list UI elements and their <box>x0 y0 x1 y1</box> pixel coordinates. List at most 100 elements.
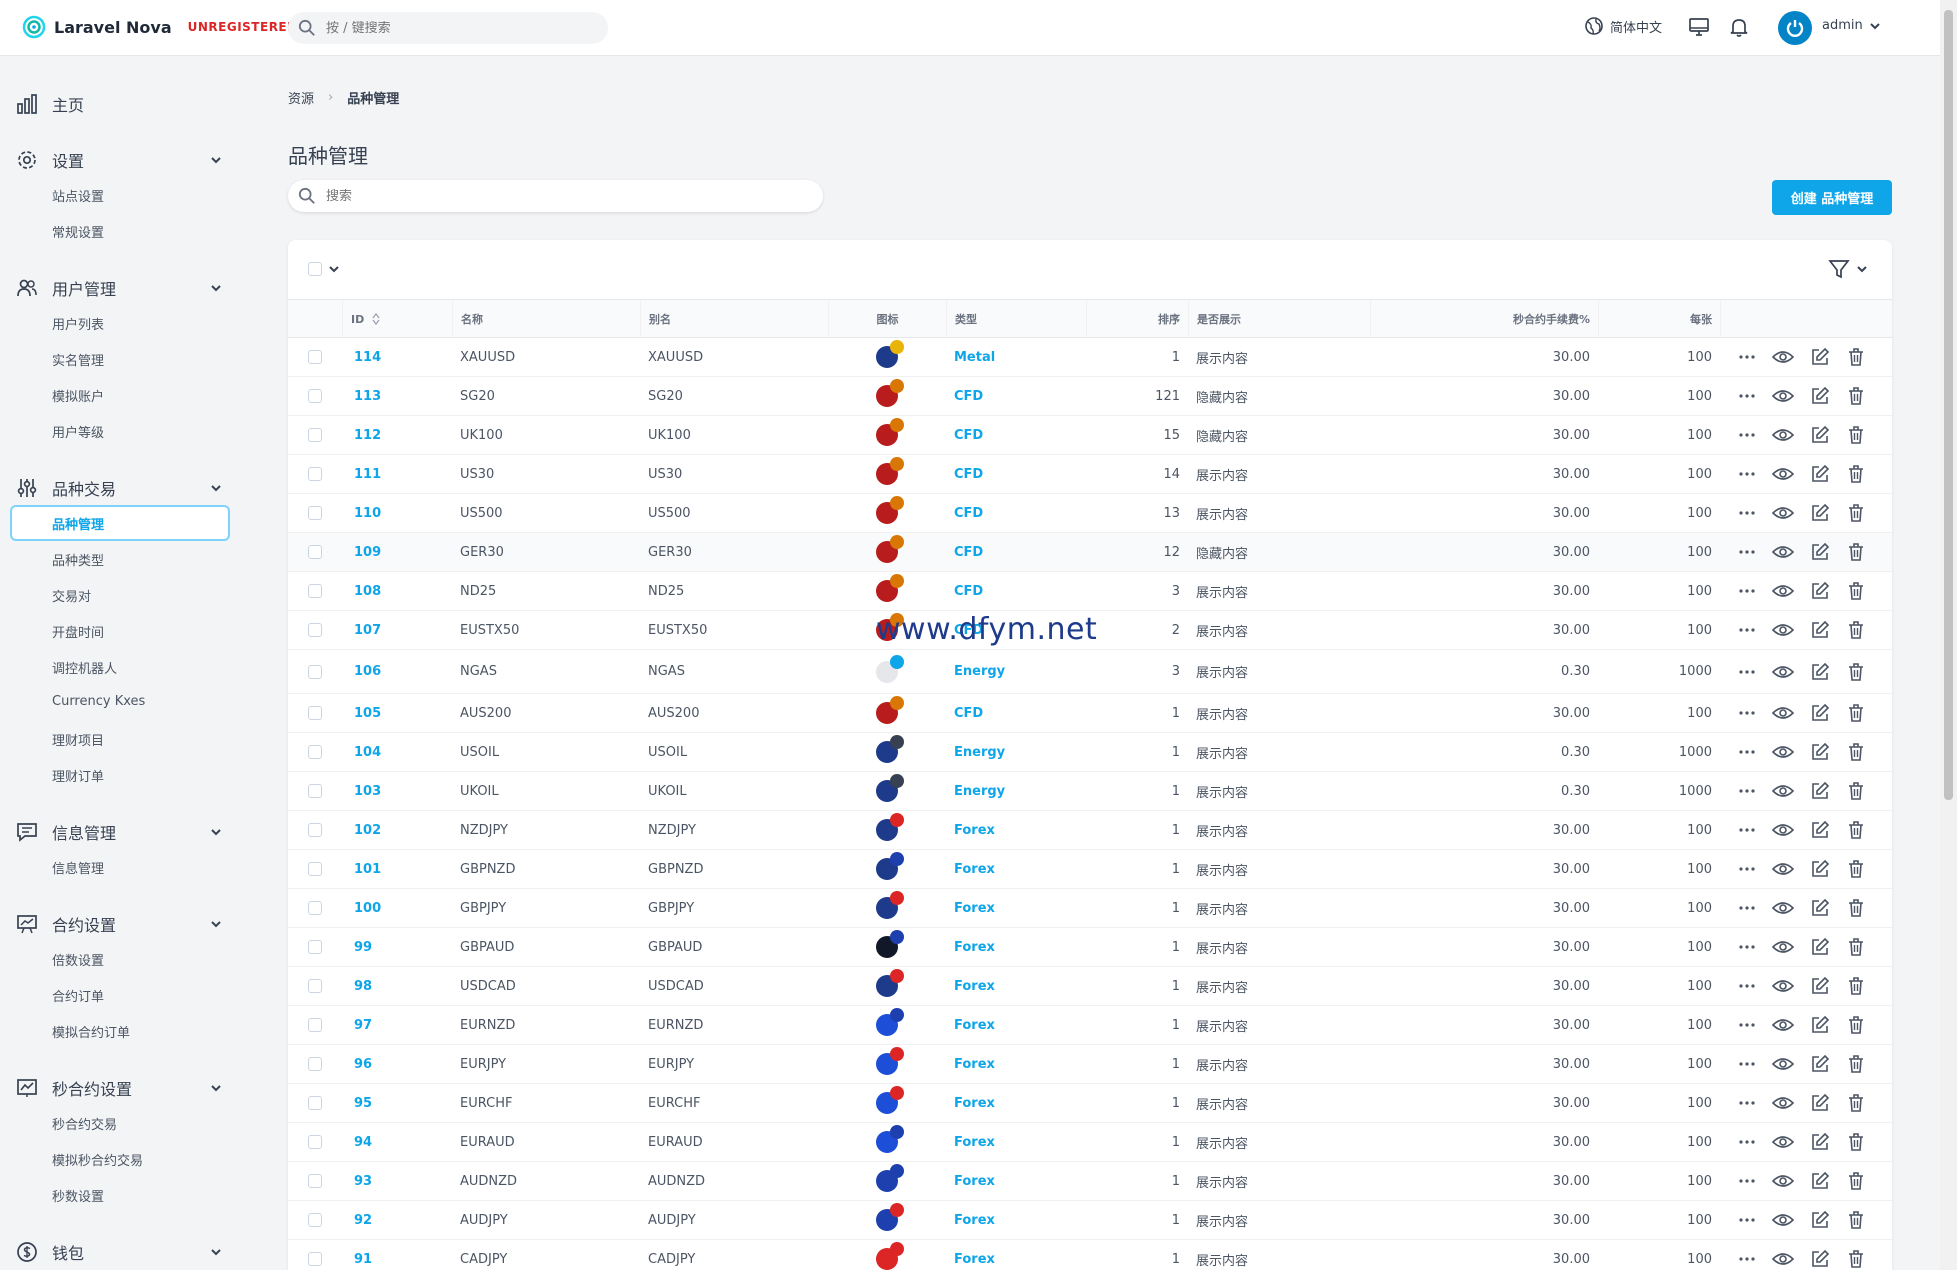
trash-icon[interactable] <box>1846 781 1866 801</box>
more-icon[interactable] <box>1738 860 1756 878</box>
row-type-link[interactable]: Forex <box>954 1134 995 1150</box>
row-type-link[interactable]: Energy <box>954 664 1006 679</box>
eye-icon[interactable] <box>1772 543 1794 561</box>
eye-icon[interactable] <box>1772 1055 1794 1073</box>
more-icon[interactable] <box>1738 1211 1756 1229</box>
edit-icon[interactable] <box>1810 1132 1830 1152</box>
edit-icon[interactable] <box>1810 742 1830 762</box>
table-row[interactable]: 98 USDCAD USDCAD Forex 1 展示内容 30.00 100 <box>288 967 1892 1006</box>
row-id-link[interactable]: 106 <box>354 664 382 679</box>
row-checkbox[interactable] <box>308 389 322 403</box>
trash-icon[interactable] <box>1846 542 1866 562</box>
sidebar-item-demo-contract-order[interactable]: 模拟合约订单 <box>52 1026 131 1041</box>
row-id-link[interactable]: 114 <box>354 349 382 365</box>
sidebar-item-seconds-setting[interactable]: 秒数设置 <box>52 1190 105 1205</box>
edit-icon[interactable] <box>1810 781 1830 801</box>
trash-icon[interactable] <box>1846 937 1866 957</box>
create-product-button[interactable]: 创建 品种管理 <box>1772 180 1892 215</box>
row-id-link[interactable]: 107 <box>354 622 382 638</box>
trash-icon[interactable] <box>1846 581 1866 601</box>
eye-icon[interactable] <box>1772 977 1794 995</box>
table-row[interactable]: 101 GBPNZD GBPNZD Forex 1 展示内容 30.00 100 <box>288 850 1892 889</box>
edit-icon[interactable] <box>1810 425 1830 445</box>
table-row[interactable]: 112 UK100 UK100 CFD 15 隐藏内容 30.00 100 <box>288 416 1892 455</box>
table-row[interactable]: 95 EURCHF EURCHF Forex 1 展示内容 30.00 100 <box>288 1084 1892 1123</box>
more-icon[interactable] <box>1738 1172 1756 1190</box>
table-row[interactable]: 99 GBPAUD GBPAUD Forex 1 展示内容 30.00 100 <box>288 928 1892 967</box>
row-type-link[interactable]: CFD <box>954 505 984 521</box>
edit-icon[interactable] <box>1810 581 1830 601</box>
row-type-link[interactable]: CFD <box>954 705 984 721</box>
edit-icon[interactable] <box>1810 1210 1830 1230</box>
trash-icon[interactable] <box>1846 703 1866 723</box>
row-id-link[interactable]: 95 <box>354 1095 373 1111</box>
row-checkbox[interactable] <box>308 979 322 993</box>
more-icon[interactable] <box>1738 743 1756 761</box>
row-checkbox[interactable] <box>308 467 322 481</box>
trash-icon[interactable] <box>1846 976 1866 996</box>
edit-icon[interactable] <box>1810 464 1830 484</box>
row-id-link[interactable]: 109 <box>354 544 382 560</box>
row-checkbox[interactable] <box>308 1018 322 1032</box>
table-row[interactable]: 100 GBPJPY GBPJPY Forex 1 展示内容 30.00 100 <box>288 889 1892 928</box>
row-checkbox[interactable] <box>308 1057 322 1071</box>
table-row[interactable]: 108 ND25 ND25 CFD 3 展示内容 30.00 100 <box>288 572 1892 611</box>
edit-icon[interactable] <box>1810 503 1830 523</box>
more-icon[interactable] <box>1738 387 1756 405</box>
avatar[interactable] <box>1778 11 1812 45</box>
eye-icon[interactable] <box>1772 1133 1794 1151</box>
sidebar-item-site-settings[interactable]: 站点设置 <box>52 190 105 205</box>
sidebar-item-realname[interactable]: 实名管理 <box>52 354 105 369</box>
row-checkbox[interactable] <box>308 1213 322 1227</box>
more-icon[interactable] <box>1738 1055 1756 1073</box>
row-type-link[interactable]: Forex <box>954 1251 995 1267</box>
row-checkbox[interactable] <box>308 623 322 637</box>
sidebar-item-currency-kxes[interactable]: Currency Kxes <box>52 694 146 709</box>
table-row[interactable]: 107 EUSTX50 EUSTX50 CFD 2 展示内容 30.00 100 <box>288 611 1892 650</box>
edit-icon[interactable] <box>1810 1015 1830 1035</box>
row-type-link[interactable]: Forex <box>954 1095 995 1111</box>
eye-icon[interactable] <box>1772 1250 1794 1268</box>
row-id-link[interactable]: 96 <box>354 1056 373 1072</box>
row-type-link[interactable]: Forex <box>954 939 995 955</box>
trash-icon[interactable] <box>1846 1171 1866 1191</box>
table-row[interactable]: 110 US500 US500 CFD 13 展示内容 30.00 100 <box>288 494 1892 533</box>
trash-icon[interactable] <box>1846 1015 1866 1035</box>
eye-icon[interactable] <box>1772 348 1794 366</box>
trash-icon[interactable] <box>1846 859 1866 879</box>
more-icon[interactable] <box>1738 426 1756 444</box>
table-row[interactable]: 97 EURNZD EURNZD Forex 1 展示内容 30.00 100 <box>288 1006 1892 1045</box>
page-scrollbar[interactable] <box>1940 0 1957 1270</box>
row-type-link[interactable]: Forex <box>954 978 995 994</box>
row-checkbox[interactable] <box>308 940 322 954</box>
edit-icon[interactable] <box>1810 542 1830 562</box>
table-row[interactable]: 104 USOIL USOIL Energy 1 展示内容 0.30 1000 <box>288 733 1892 772</box>
row-id-link[interactable]: 92 <box>354 1212 373 1228</box>
row-id-link[interactable]: 105 <box>354 705 382 721</box>
trash-icon[interactable] <box>1846 742 1866 762</box>
edit-icon[interactable] <box>1810 620 1830 640</box>
row-id-link[interactable]: 104 <box>354 744 382 760</box>
edit-icon[interactable] <box>1810 347 1830 367</box>
row-type-link[interactable]: Forex <box>954 1056 995 1072</box>
sidebar-section-contract[interactable]: 合约设置 <box>16 912 222 936</box>
more-icon[interactable] <box>1738 1250 1756 1268</box>
trash-icon[interactable] <box>1846 347 1866 367</box>
row-checkbox[interactable] <box>308 506 322 520</box>
row-type-link[interactable]: CFD <box>954 583 984 599</box>
more-icon[interactable] <box>1738 1016 1756 1034</box>
global-search[interactable] <box>288 12 608 44</box>
eye-icon[interactable] <box>1772 743 1794 761</box>
row-id-link[interactable]: 91 <box>354 1251 373 1267</box>
app-logo[interactable]: Laravel Nova UNREGISTERED <box>22 15 298 39</box>
scrollbar-thumb[interactable] <box>1944 10 1953 800</box>
edit-icon[interactable] <box>1810 820 1830 840</box>
sidebar-section-wallet[interactable]: 钱包 <box>16 1240 222 1264</box>
sidebar-item-demo-second-trade[interactable]: 模拟秒合约交易 <box>52 1154 144 1169</box>
row-id-link[interactable]: 111 <box>354 466 382 482</box>
trash-icon[interactable] <box>1846 464 1866 484</box>
sidebar-item-user-list[interactable]: 用户列表 <box>52 318 105 333</box>
trash-icon[interactable] <box>1846 662 1866 682</box>
eye-icon[interactable] <box>1772 782 1794 800</box>
sidebar-item-product-management[interactable]: 品种管理 <box>10 505 230 541</box>
